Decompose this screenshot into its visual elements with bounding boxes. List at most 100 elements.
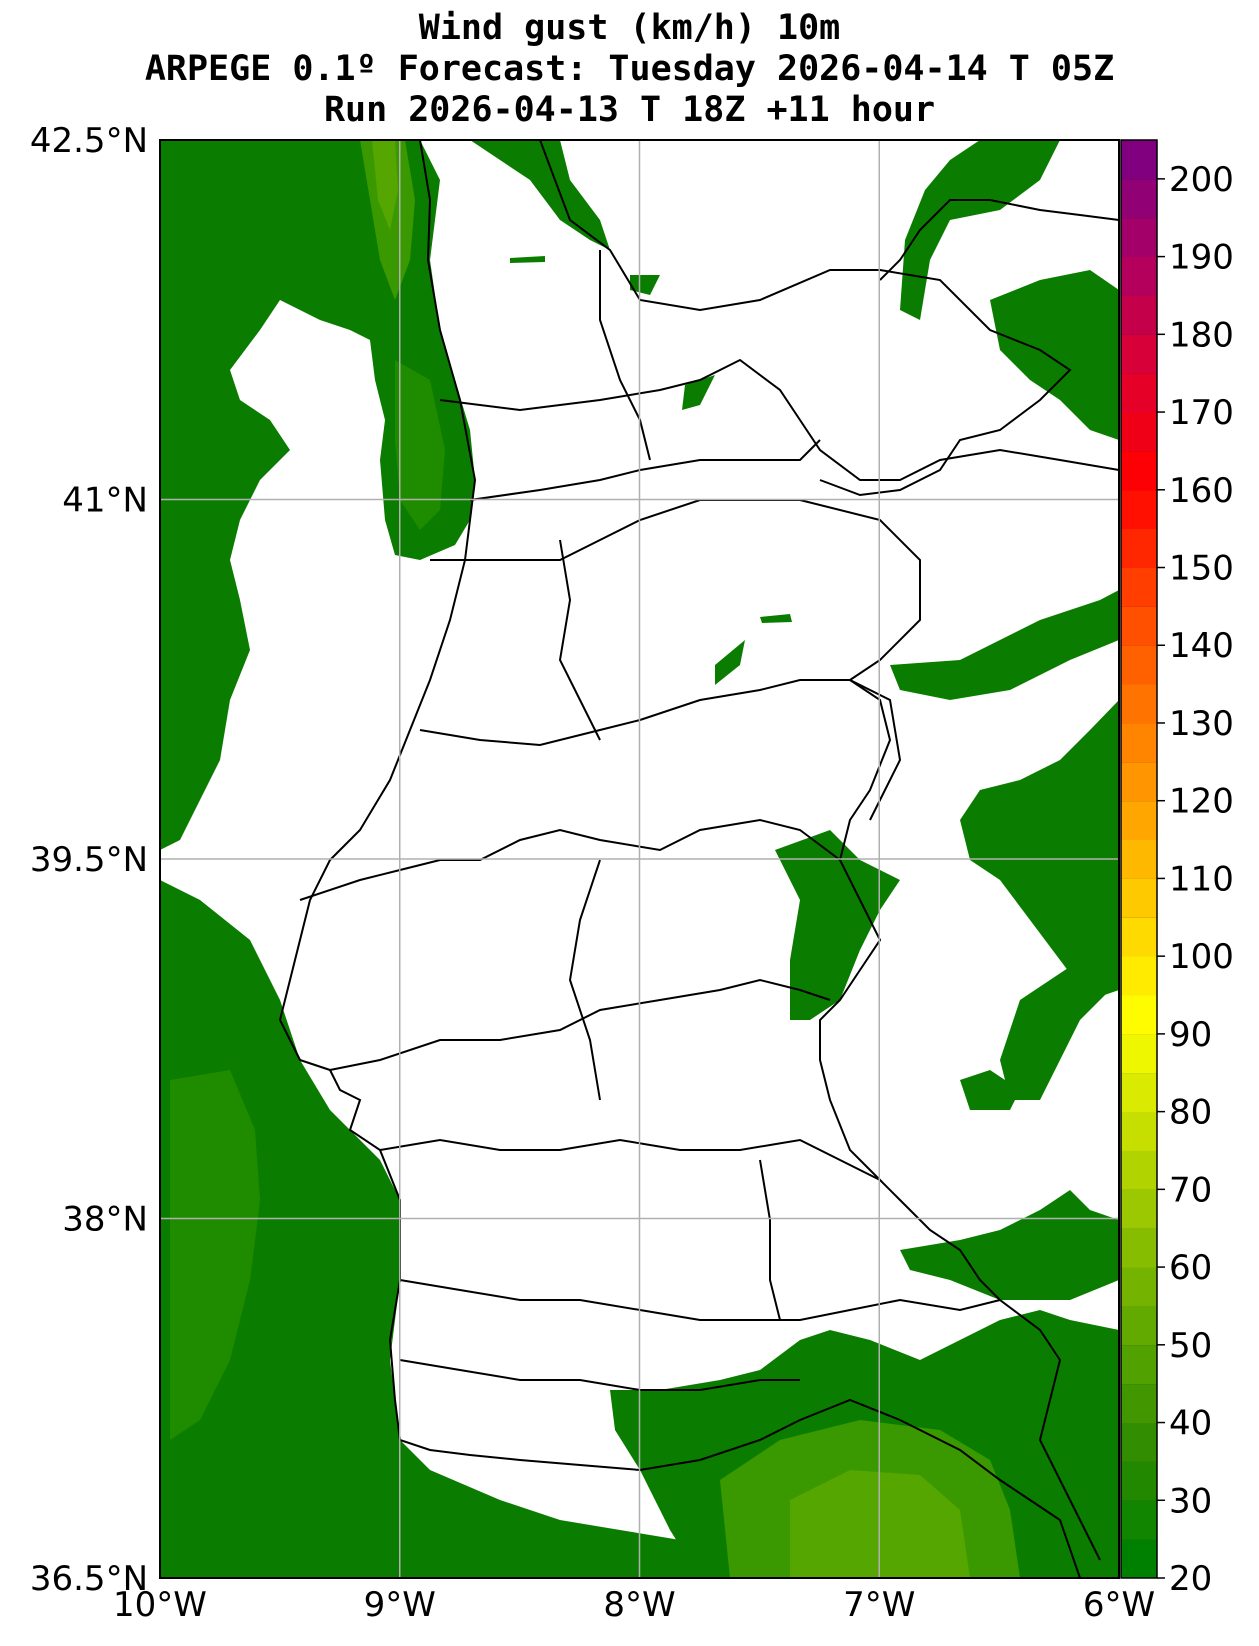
lat-tick-label-2: 39.5°N: [30, 840, 148, 880]
colorbar-tick-label-120: 120: [1169, 782, 1234, 822]
lon-tick-label-2: 8°W: [603, 1585, 675, 1625]
longitude-axis: 10°W 9°W 8°W 7°W 6°W: [113, 1585, 1155, 1625]
colorbar-segment-185: [1121, 256, 1157, 296]
lat-tick-label-0: 42.5°N: [30, 121, 148, 161]
colorbar-segment-80: [1121, 1072, 1157, 1113]
colorbar-segment-120: [1121, 761, 1157, 802]
title-line-1: Wind gust (km/h) 10m: [418, 8, 841, 48]
colorbar-tick-label-160: 160: [1169, 471, 1234, 511]
lon-tick-label-1: 9°W: [364, 1585, 436, 1625]
gust-area-east-small: [960, 1070, 1020, 1110]
colorbar-tick-label-20: 20: [1169, 1559, 1212, 1599]
gust-area-southwest-inner: [170, 1070, 260, 1440]
colorbar-segment-190: [1121, 217, 1157, 258]
colorbar-segment-50: [1121, 1305, 1157, 1346]
colorbar-segment-110: [1121, 839, 1157, 879]
colorbar-segment-150: [1121, 528, 1157, 569]
colorbar-tick-label-170: 170: [1169, 393, 1234, 433]
colorbar-tick-label-150: 150: [1169, 549, 1234, 589]
gust-area-north-strip: [470, 140, 610, 250]
colorbar-segment-135: [1121, 645, 1157, 685]
colorbar-segment-115: [1121, 800, 1157, 841]
colorbar-tick-label-40: 40: [1169, 1404, 1212, 1444]
colorbar-segment-60: [1121, 1228, 1157, 1268]
colorbar-segment-85: [1121, 1033, 1157, 1074]
gust-area-patch-4: [510, 256, 545, 263]
lat-tick-label-3: 38°N: [62, 1200, 148, 1240]
gust-area-atlantic: [160, 140, 475, 850]
gust-contours: [160, 140, 1119, 1578]
colorbar-segment-75: [1121, 1111, 1157, 1151]
colorbar-tick-label-30: 30: [1169, 1481, 1212, 1521]
border-region-2: [469, 439, 821, 501]
colorbar-segment-55: [1121, 1267, 1157, 1307]
coastline-west: [278, 140, 1081, 1578]
border-region-12: [568, 859, 601, 1101]
gust-area-atlantic-core: [372, 140, 398, 230]
colorbar-tick-label-130: 130: [1169, 704, 1234, 744]
colorbar-segment-30: [1121, 1461, 1157, 1501]
gust-area-east-mid: [960, 700, 1119, 1000]
gust-area-coast-mid: [395, 360, 445, 530]
border-region-4: [419, 679, 902, 821]
gust-area-guadiana: [775, 830, 900, 1020]
colorbar-segment-170: [1121, 373, 1157, 413]
colorbar-segment-70: [1121, 1150, 1157, 1190]
gust-area-southwest: [160, 880, 740, 1578]
colorbar-tick-label-100: 100: [1169, 937, 1234, 977]
colorbar-segment-155: [1121, 489, 1157, 530]
border-region-13: [759, 1159, 781, 1321]
border-region-8: [399, 1279, 1001, 1321]
colorbar-tick-label-70: 70: [1169, 1170, 1212, 1210]
gust-area-east-lower: [1000, 960, 1110, 1100]
colorbar-segment-20: [1121, 1539, 1157, 1579]
border-region-1: [439, 358, 1119, 481]
colorbar-segment-125: [1121, 722, 1157, 763]
chart-title-block: Wind gust (km/h) 10m ARPEGE 0.1º Forecas…: [0, 8, 1259, 131]
colorbar-segment-45: [1121, 1344, 1157, 1385]
colorbar-segment-180: [1121, 295, 1157, 335]
border-region-9: [399, 1359, 800, 1391]
latitude-axis: 42.5°N 41°N 39.5°N 38°N 36.5°N: [30, 121, 148, 1599]
border-region-10: [599, 250, 651, 461]
colorbar-segment-65: [1121, 1189, 1157, 1229]
border-spain-east: [879, 199, 1119, 281]
gust-area-patch-2: [715, 640, 745, 685]
colorbar-tick-label-140: 140: [1169, 626, 1234, 666]
colorbar-segment-200: [1121, 140, 1157, 180]
colorbar-segment-95: [1121, 956, 1157, 996]
lat-tick-label-4: 36.5°N: [30, 1559, 148, 1599]
gust-area-patch-5: [760, 614, 792, 623]
lon-tick-label-3: 7°W: [843, 1585, 915, 1625]
colorbar-segment-145: [1121, 567, 1157, 607]
title-line-3: Run 2026-04-13 T 18Z +11 hour: [323, 90, 936, 130]
gust-area-patch-1: [682, 375, 715, 410]
border-region-11: [558, 539, 601, 741]
colorbar-segment-40: [1121, 1383, 1157, 1424]
colorbar-segment-165: [1121, 412, 1157, 452]
colorbar-tick-label-90: 90: [1169, 1015, 1212, 1055]
lon-tick-label-4: 6°W: [1083, 1585, 1155, 1625]
gust-area-east-band: [890, 590, 1119, 700]
colorbar-tick-label-110: 110: [1169, 859, 1234, 899]
colorbar-tick-label-60: 60: [1169, 1248, 1212, 1288]
lon-tick-label-0: 10°W: [113, 1585, 207, 1625]
colorbar: 20 30 40 50 60 70 80 90 100 110 120 130 140 150 160 170…: [1120, 139, 1234, 1599]
colorbar-tick-label-180: 180: [1169, 315, 1234, 355]
colorbar-segment-160: [1121, 450, 1157, 491]
gust-area-southeast: [900, 1190, 1119, 1300]
border-region-7: [379, 1138, 881, 1181]
colorbar-segment-90: [1121, 995, 1157, 1035]
colorbar-segment-195: [1121, 178, 1157, 219]
colorbar-segment-175: [1121, 334, 1157, 374]
colorbar-segment-25: [1121, 1500, 1157, 1540]
border-spain-west: [819, 679, 1101, 1561]
colorbar-tick-label-200: 200: [1169, 160, 1234, 200]
border-region-6: [329, 978, 831, 1071]
colorbar-frame: [1120, 139, 1158, 1579]
colorbar-segment-35: [1121, 1422, 1157, 1462]
lat-tick-label-1: 41°N: [62, 481, 148, 521]
map-frame: [159, 139, 1120, 1579]
colorbar-segment-105: [1121, 878, 1157, 918]
